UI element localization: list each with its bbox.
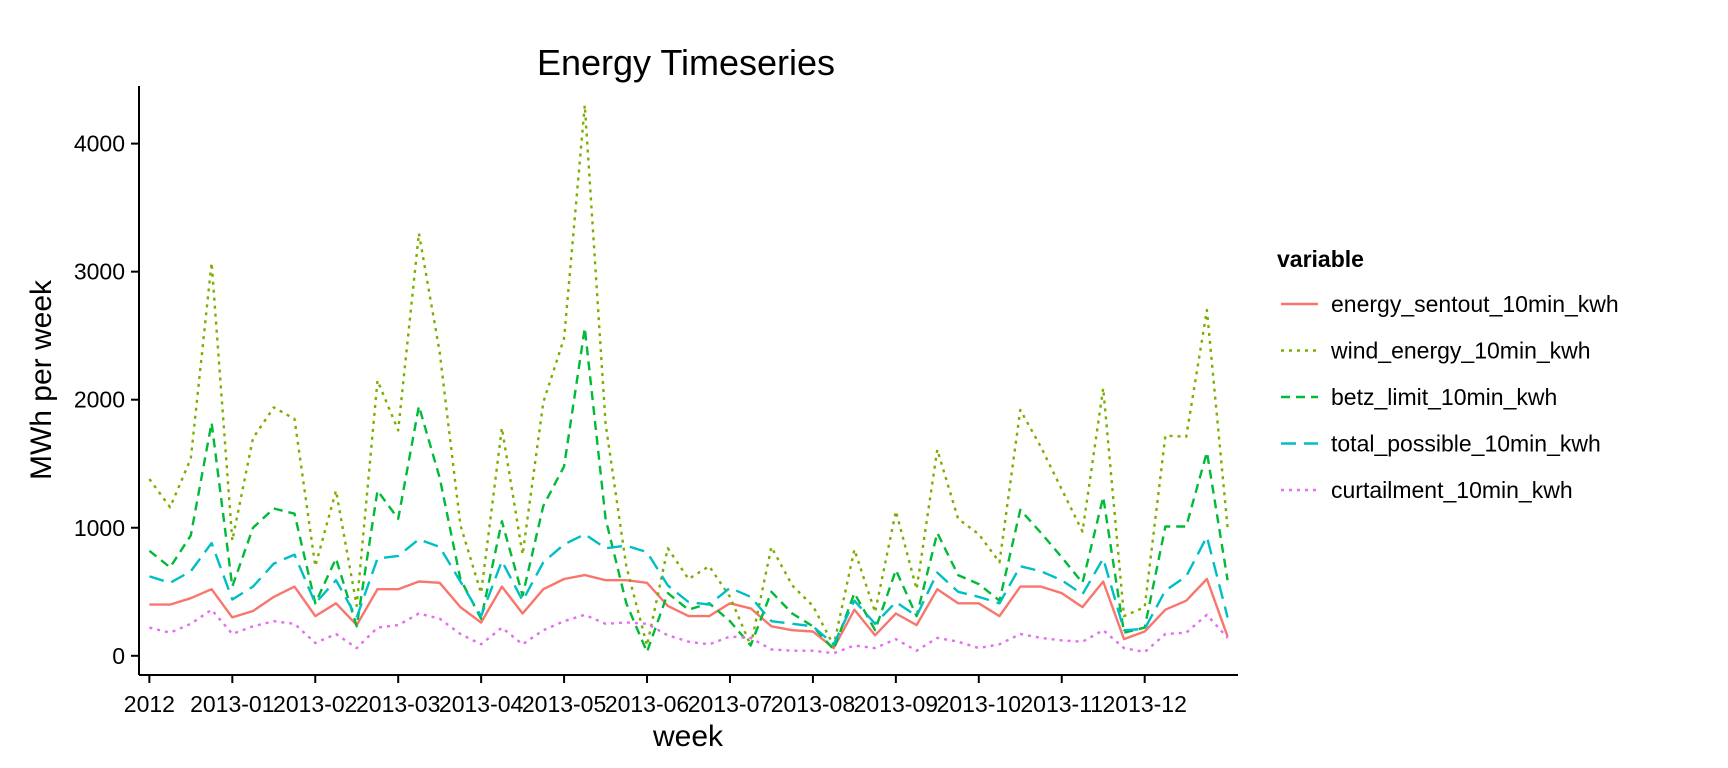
x-tick-label: 2013-07: [688, 691, 772, 717]
x-tick-label: 2013-12: [1102, 691, 1186, 717]
x-tick-label: 2013-10: [937, 691, 1021, 717]
y-tick-label: 1000: [74, 515, 125, 541]
y-tick-label: 4000: [74, 131, 125, 157]
legend-label: total_possible_10min_kwh: [1331, 431, 1601, 457]
series-line-energy_sentout_10min_kwh: [149, 573, 1229, 650]
x-tick-label: 2012: [124, 691, 175, 717]
y-axis-ticks: 0 1000 2000 3000 4000: [74, 131, 139, 669]
y-tick-label: 3000: [74, 259, 125, 285]
x-tick-label: 2013-06: [605, 691, 689, 717]
plot-lines: [148, 103, 1229, 655]
legend-label: wind_energy_10min_kwh: [1330, 338, 1591, 364]
x-tick-label: 2013-05: [522, 691, 606, 717]
x-tick-label: 2013-09: [854, 691, 938, 717]
y-tick-label: 0: [112, 643, 125, 669]
x-tick-label: 2013-11: [1020, 691, 1103, 717]
x-tick-label: 2013-01: [190, 691, 274, 717]
x-axis-title: week: [652, 720, 724, 753]
legend: variable energy_sentout_10min_kwh wind_en…: [1277, 246, 1619, 503]
series-line-wind_energy_10min_kwh: [148, 103, 1229, 647]
x-tick-label: 2013-08: [771, 691, 855, 717]
legend-label: energy_sentout_10min_kwh: [1331, 291, 1619, 317]
y-axis-title: MWh per week: [25, 279, 58, 480]
chart-title: Energy Timeseries: [537, 42, 835, 83]
series-line-total_possible_10min_kwh: [149, 533, 1229, 646]
x-tick-label: 2013-03: [356, 691, 440, 717]
x-axis-ticks: 2012 2013-012013-022013-032013-042013-052…: [124, 675, 1187, 717]
legend-label: betz_limit_10min_kwh: [1331, 384, 1557, 410]
x-tick-label: 2013-04: [439, 691, 524, 717]
legend-label: curtailment_10min_kwh: [1331, 477, 1573, 503]
y-tick-label: 2000: [74, 387, 125, 413]
x-tick-label: 2013-02: [273, 691, 357, 717]
legend-title: variable: [1277, 246, 1364, 272]
series-line-betz_limit_10min_kwh: [148, 326, 1229, 654]
series-line-curtailment_10min_kwh: [149, 608, 1229, 655]
